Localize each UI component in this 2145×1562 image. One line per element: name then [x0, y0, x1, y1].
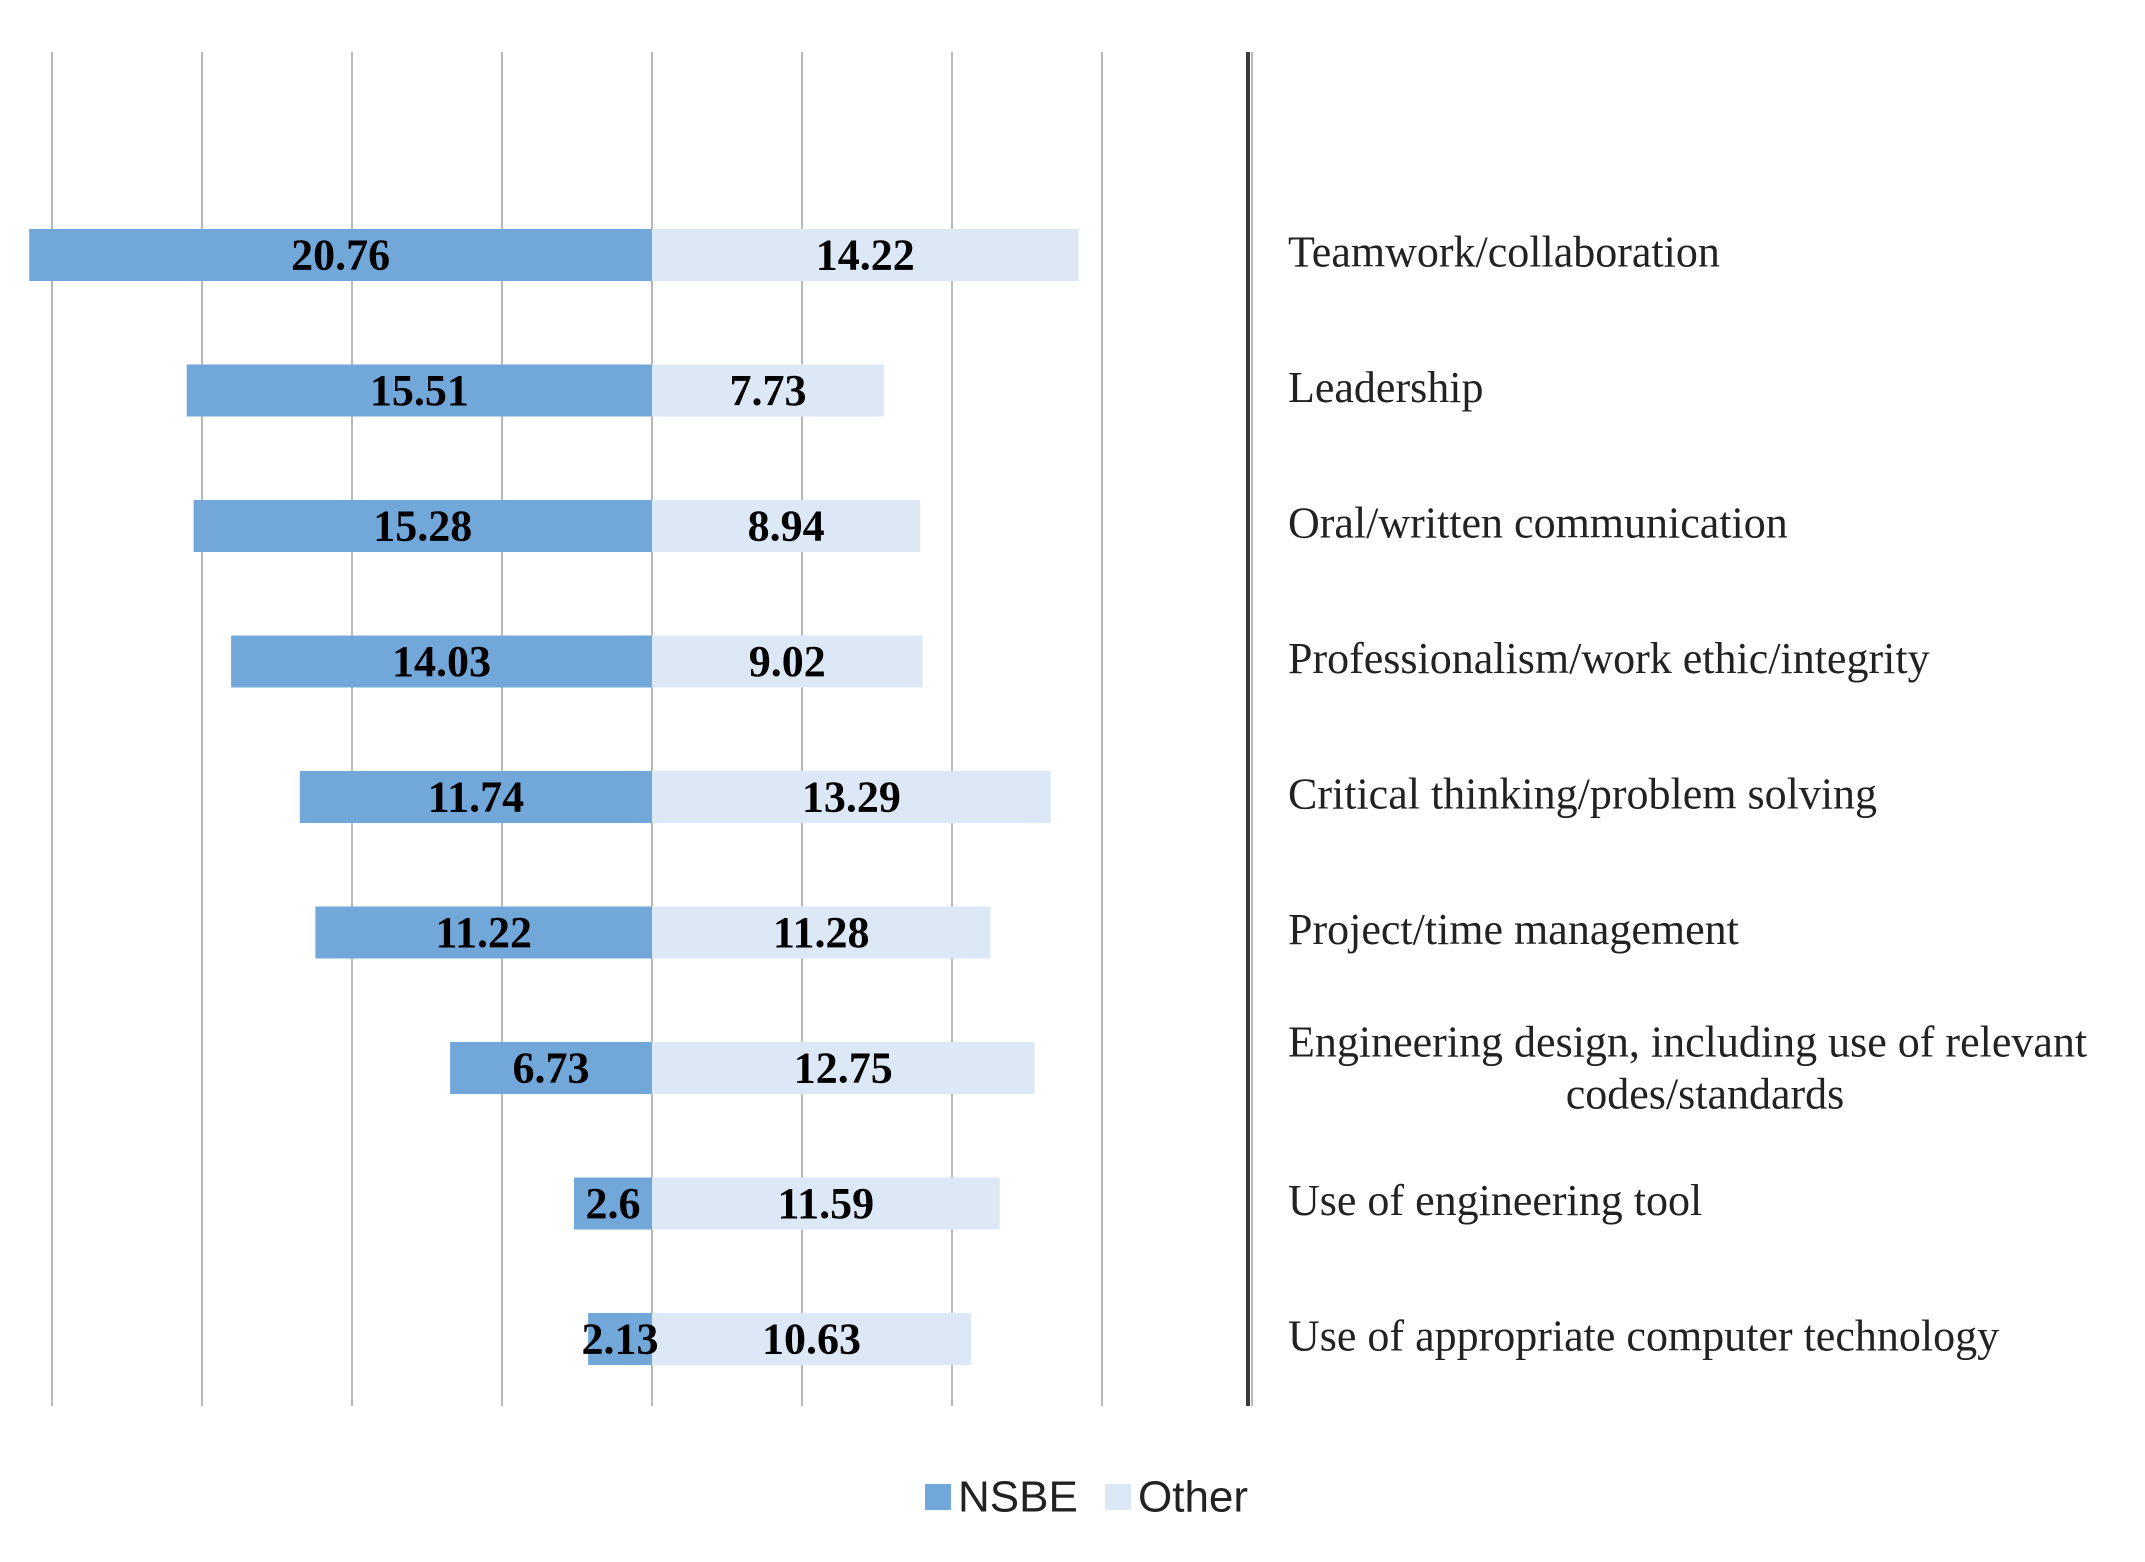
data-label-nsbe: 15.51: [370, 366, 469, 415]
bar-other: [652, 229, 1079, 281]
bar-other: [652, 1177, 1000, 1230]
data-label-nsbe: 20.76: [291, 231, 390, 280]
bar-other: [652, 906, 991, 959]
bar-nsbe: [450, 1042, 652, 1094]
bar-other: [652, 1313, 971, 1365]
bar-other: [652, 364, 884, 417]
legend-swatch-other: [1105, 1484, 1131, 1510]
bar-other: [652, 1042, 1035, 1094]
legend-label-nsbe: NSBE: [958, 1473, 1078, 1522]
category-label: Professionalism/work ethic/integrity: [1288, 634, 1930, 683]
category-label: Critical thinking/problem solving: [1288, 770, 1877, 819]
category-labels: Teamwork/collaboration Leadership Oral/wri…: [1288, 228, 2087, 1361]
bar-nsbe: [588, 1313, 652, 1365]
data-label-other: 13.29: [802, 773, 901, 822]
data-label-other: 11.28: [773, 908, 870, 957]
bar-other: [652, 635, 923, 688]
data-label-nsbe: 6.73: [513, 1044, 590, 1093]
data-label-other: 7.73: [729, 366, 806, 415]
bars: [29, 229, 1079, 1365]
data-label-other: 14.22: [816, 231, 915, 280]
data-label-other: 8.94: [748, 502, 825, 551]
value-labels: 20.76 14.22 15.51 7.73 15.28 8.94 14.03 9.02 11.…: [291, 231, 915, 1364]
category-label: Use of engineering tool: [1288, 1176, 1702, 1225]
data-label-other: 11.59: [778, 1179, 875, 1228]
data-label-nsbe: 2.13: [582, 1315, 659, 1364]
data-label-other: 9.02: [749, 637, 826, 686]
bar-nsbe: [574, 1177, 652, 1230]
bar-nsbe: [193, 500, 652, 552]
data-label-nsbe: 14.03: [392, 637, 491, 686]
legend: NSBE Other: [925, 1473, 1248, 1522]
category-label-continued: codes/standards: [1566, 1070, 1845, 1119]
data-label-nsbe: 2.6: [586, 1179, 641, 1228]
category-label: Teamwork/collaboration: [1288, 228, 1720, 277]
bar-nsbe: [231, 635, 652, 688]
data-label-other: 10.63: [762, 1315, 861, 1364]
category-label: Use of appropriate computer technology: [1288, 1312, 1999, 1361]
bar-nsbe: [299, 771, 652, 823]
bar-nsbe: [315, 906, 652, 959]
bar-other: [652, 500, 921, 552]
bar-nsbe: [186, 364, 652, 417]
legend-label-other: Other: [1138, 1473, 1248, 1522]
data-label-nsbe: 11.74: [428, 773, 525, 822]
bar-other: [652, 771, 1051, 823]
data-label-nsbe: 11.22: [435, 908, 532, 957]
category-label: Leadership: [1288, 363, 1483, 412]
category-label: Project/time management: [1288, 905, 1739, 954]
data-label-nsbe: 15.28: [373, 502, 472, 551]
category-label: Engineering design, including use of rel…: [1288, 1018, 2087, 1067]
legend-swatch-nsbe: [925, 1484, 951, 1510]
data-label-other: 12.75: [794, 1044, 893, 1093]
category-label: Oral/written communication: [1288, 499, 1788, 548]
bar-nsbe: [29, 229, 652, 281]
